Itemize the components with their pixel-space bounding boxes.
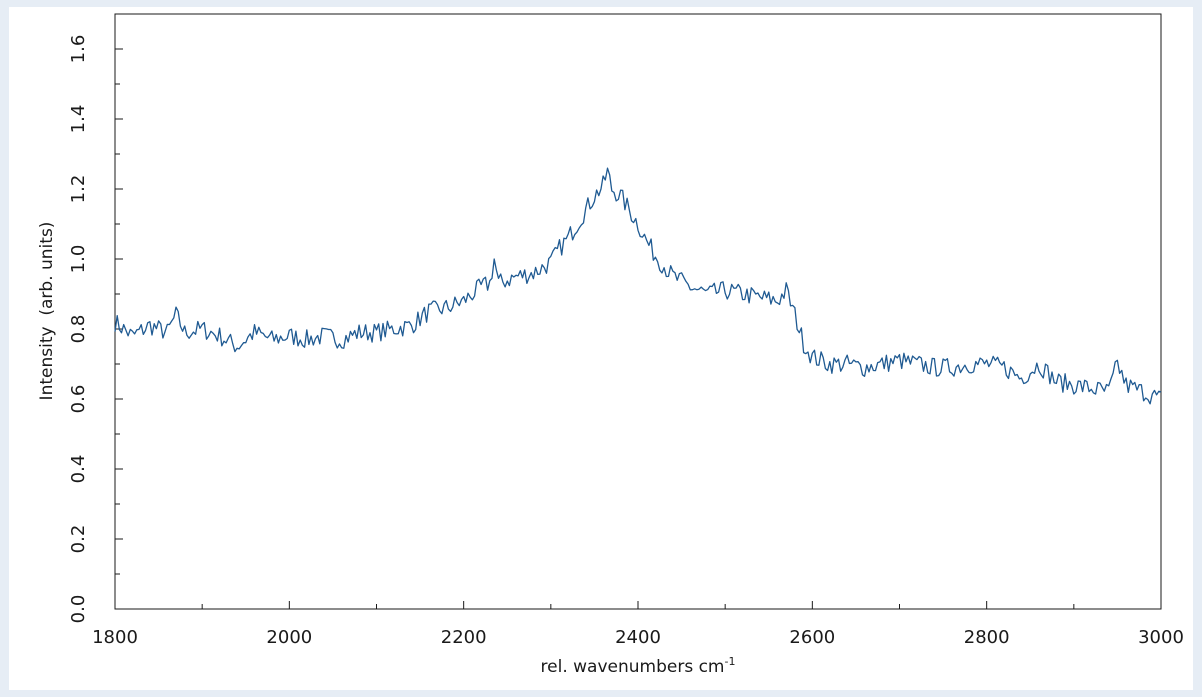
y-tick-label: 0.4 — [68, 455, 89, 484]
plot-area — [114, 13, 1162, 610]
y-tick-label: 0.0 — [68, 595, 89, 624]
x-tick-label: 2600 — [789, 627, 835, 648]
x-tick-label: 2400 — [615, 627, 661, 648]
x-tick-label: 1800 — [92, 627, 138, 648]
x-tick-label: 2000 — [266, 627, 312, 648]
x-tick-label: 3000 — [1138, 627, 1184, 648]
axis-tick-labels: 1800 2000 2200 2400 2600 2800 3000 0.0 0.2 0.4 0.6… — [68, 35, 1184, 648]
y-tick-label: 1.2 — [68, 175, 89, 204]
y-tick-label: 0.6 — [68, 385, 89, 414]
x-tick-label: 2200 — [441, 627, 487, 648]
y-tick-label: 1.4 — [68, 105, 89, 134]
y-tick-label: 1.6 — [68, 35, 89, 64]
y-tick-label: 0.2 — [68, 525, 89, 554]
x-axis-title: rel. wavenumbers cm-1 — [541, 655, 736, 677]
series-line — [114, 167, 1162, 405]
x-tick-label: 2800 — [964, 627, 1010, 648]
y-tick-label: 0.8 — [68, 315, 89, 344]
y-axis-title: Intensity (arb. units) — [37, 222, 57, 401]
y-tick-label: 1.0 — [68, 245, 89, 274]
